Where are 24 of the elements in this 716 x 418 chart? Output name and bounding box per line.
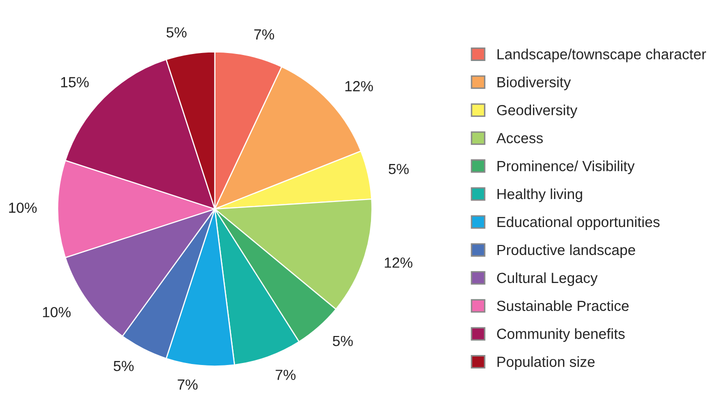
data-label: 15% [61,77,89,88]
legend-label: Population size [498,356,595,370]
data-label: 5% [166,27,186,38]
data-label: 12% [345,81,373,92]
data-label: 10% [9,202,37,213]
legend-label: Landscape/townscape character [498,48,706,62]
legend-label: Prominence/ Visibility [498,160,635,174]
legend-label: Sustainable Practice [496,300,629,312]
legend-label: Healthy living [498,188,582,202]
legend-label: Access [496,133,543,144]
legend-label: Geodiversity [497,104,578,118]
data-label: 5% [332,336,353,346]
legend-label: Cultural Legacy [497,272,598,286]
data-label: 5% [388,164,409,174]
data-label: 7% [178,379,198,390]
data-label: 5% [114,360,134,372]
legend-label: Productive landscape [498,244,636,258]
legend-label: Biodiversity [498,76,571,90]
data-label: 7% [254,29,274,40]
legend-label: Community benefits [497,328,625,342]
data-label: 12% [384,257,412,268]
data-label: 10% [43,306,71,318]
data-label: 7% [276,370,296,380]
legend-label: Educational opportunities [498,216,660,230]
